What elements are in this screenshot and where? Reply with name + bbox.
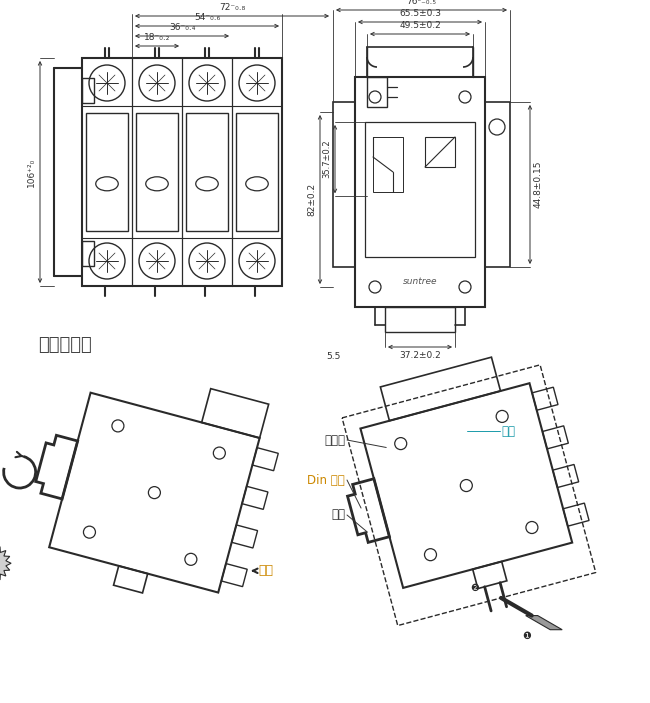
Text: ❷: ❷ <box>470 583 478 593</box>
Text: 76⁰₋₀.₅: 76⁰₋₀.₅ <box>406 0 437 6</box>
Text: suntree: suntree <box>403 276 437 285</box>
Bar <box>236 113 278 231</box>
Text: 安装与拆卸: 安装与拆卸 <box>38 336 92 354</box>
Text: ❶: ❶ <box>522 631 531 641</box>
Bar <box>367 77 387 107</box>
Polygon shape <box>0 546 11 581</box>
Text: 36⁻₀.₄: 36⁻₀.₄ <box>169 23 195 32</box>
Bar <box>186 113 228 231</box>
Text: 卡板: 卡板 <box>331 508 345 522</box>
Text: 106⁺²₀: 106⁺²₀ <box>27 157 36 186</box>
Bar <box>373 137 403 192</box>
Text: 5.5: 5.5 <box>326 352 340 361</box>
Text: 49.5±0.2: 49.5±0.2 <box>399 21 441 30</box>
Text: 65.5±0.3: 65.5±0.3 <box>399 9 441 18</box>
Bar <box>333 102 355 267</box>
Text: Din 导轨: Din 导轨 <box>307 474 345 486</box>
Text: 54⁻₀.₆: 54⁻₀.₆ <box>194 13 220 22</box>
Text: 按压: 按压 <box>258 565 273 577</box>
Bar <box>385 307 455 332</box>
Text: 44.8±0.15: 44.8±0.15 <box>534 161 543 208</box>
Bar <box>355 77 485 307</box>
Text: 37.2±0.2: 37.2±0.2 <box>399 351 441 360</box>
Text: 72⁻₀.₈: 72⁻₀.₈ <box>219 3 245 12</box>
Text: 18⁻₀.₂: 18⁻₀.₂ <box>144 33 170 42</box>
Bar <box>86 113 128 231</box>
Bar <box>82 78 94 103</box>
Polygon shape <box>526 616 562 630</box>
Text: 82±0.2: 82±0.2 <box>307 183 316 216</box>
Text: 卡槽: 卡槽 <box>502 425 515 437</box>
Bar <box>365 122 475 257</box>
Bar <box>136 113 178 231</box>
Bar <box>425 137 455 167</box>
Bar <box>82 241 94 266</box>
Text: 35.7±0.2: 35.7±0.2 <box>322 140 331 179</box>
Text: 断路器: 断路器 <box>324 434 345 446</box>
Bar <box>485 102 510 267</box>
Bar <box>82 58 282 286</box>
